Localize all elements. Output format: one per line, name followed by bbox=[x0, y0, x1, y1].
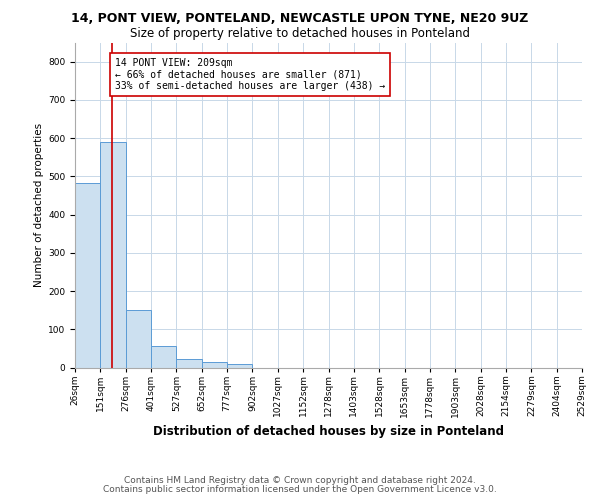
Y-axis label: Number of detached properties: Number of detached properties bbox=[34, 123, 44, 287]
Text: Contains public sector information licensed under the Open Government Licence v3: Contains public sector information licen… bbox=[103, 485, 497, 494]
Text: 14 PONT VIEW: 209sqm
← 66% of detached houses are smaller (871)
33% of semi-deta: 14 PONT VIEW: 209sqm ← 66% of detached h… bbox=[115, 58, 385, 91]
Bar bbox=[125, 310, 151, 368]
Bar bbox=[75, 183, 100, 368]
X-axis label: Distribution of detached houses by size in Ponteland: Distribution of detached houses by size … bbox=[153, 425, 504, 438]
Text: 14, PONT VIEW, PONTELAND, NEWCASTLE UPON TYNE, NE20 9UZ: 14, PONT VIEW, PONTELAND, NEWCASTLE UPON… bbox=[71, 12, 529, 26]
Bar bbox=[100, 142, 125, 368]
Bar bbox=[202, 362, 227, 368]
Bar bbox=[151, 346, 176, 368]
Text: Contains HM Land Registry data © Crown copyright and database right 2024.: Contains HM Land Registry data © Crown c… bbox=[124, 476, 476, 485]
Bar bbox=[227, 364, 253, 368]
Text: Size of property relative to detached houses in Ponteland: Size of property relative to detached ho… bbox=[130, 28, 470, 40]
Bar bbox=[176, 359, 202, 368]
